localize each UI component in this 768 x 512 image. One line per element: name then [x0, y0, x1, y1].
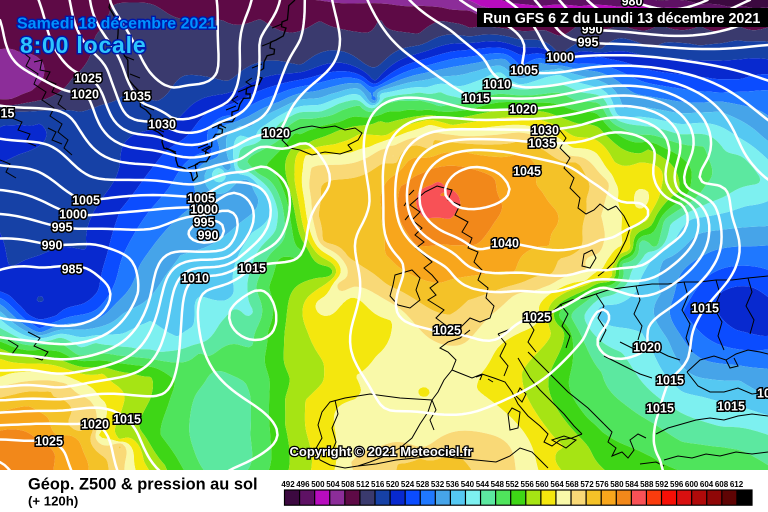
svg-text:1010: 1010: [483, 78, 511, 92]
svg-text:512: 512: [356, 480, 370, 489]
svg-text:Copyright © 2021 Meteociel.fr: Copyright © 2021 Meteociel.fr: [290, 444, 473, 459]
svg-text:1015: 1015: [691, 302, 719, 316]
svg-text:1015: 1015: [656, 374, 684, 388]
svg-text:552: 552: [506, 480, 520, 489]
svg-text:1015: 1015: [717, 400, 745, 414]
svg-text:504: 504: [326, 480, 340, 489]
svg-text:1040: 1040: [491, 237, 519, 251]
svg-text:1000: 1000: [59, 208, 87, 222]
svg-text:1015: 1015: [113, 413, 141, 427]
svg-text:1045: 1045: [513, 165, 541, 179]
svg-text:596: 596: [670, 480, 684, 489]
svg-text:536: 536: [446, 480, 460, 489]
svg-text:492: 492: [281, 480, 295, 489]
svg-text:612: 612: [730, 480, 744, 489]
svg-text:508: 508: [341, 480, 355, 489]
svg-text:1020: 1020: [81, 418, 109, 432]
svg-text:572: 572: [580, 480, 594, 489]
svg-text:548: 548: [491, 480, 505, 489]
svg-text:1030: 1030: [148, 118, 176, 132]
svg-text:1000: 1000: [546, 51, 574, 65]
svg-text:1025: 1025: [523, 311, 551, 325]
svg-text:995: 995: [194, 216, 215, 230]
svg-text:592: 592: [655, 480, 669, 489]
svg-text:1025: 1025: [74, 72, 102, 86]
svg-text:990: 990: [42, 239, 63, 253]
svg-text:990: 990: [198, 229, 219, 243]
svg-text:015: 015: [0, 107, 14, 121]
svg-text:1030: 1030: [531, 124, 559, 138]
svg-text:608: 608: [715, 480, 729, 489]
svg-text:1020: 1020: [509, 103, 537, 117]
svg-text:544: 544: [476, 480, 490, 489]
svg-text:1035: 1035: [123, 90, 151, 104]
svg-text:1025: 1025: [433, 324, 461, 338]
svg-text:580: 580: [610, 480, 624, 489]
svg-text:Samedi 18 décembre 2021: Samedi 18 décembre 2021: [17, 16, 216, 33]
svg-text:8:00 locale: 8:00 locale: [20, 32, 146, 58]
svg-text:516: 516: [371, 480, 385, 489]
svg-text:980: 980: [622, 0, 643, 9]
svg-text:500: 500: [311, 480, 325, 489]
svg-text:1020: 1020: [633, 341, 661, 355]
svg-text:1000: 1000: [190, 203, 218, 217]
svg-text:540: 540: [461, 480, 475, 489]
svg-text:532: 532: [431, 480, 445, 489]
svg-text:556: 556: [521, 480, 535, 489]
svg-text:1015: 1015: [238, 262, 266, 276]
svg-text:Géop. Z500 & pression au sol: Géop. Z500 & pression au sol: [28, 476, 258, 494]
svg-text:1010: 1010: [181, 272, 209, 286]
svg-text:584: 584: [625, 480, 639, 489]
svg-text:560: 560: [535, 480, 549, 489]
svg-text:568: 568: [565, 480, 579, 489]
svg-text:588: 588: [640, 480, 654, 489]
svg-text:995: 995: [578, 36, 599, 50]
svg-text:1035: 1035: [528, 137, 556, 151]
svg-text:576: 576: [595, 480, 609, 489]
svg-text:10: 10: [757, 387, 768, 401]
svg-text:600: 600: [685, 480, 699, 489]
svg-text:1015: 1015: [646, 402, 674, 416]
svg-text:1025: 1025: [35, 435, 63, 449]
svg-text:1005: 1005: [187, 192, 215, 206]
svg-text:Run GFS 6 Z du Lundi 13 décemb: Run GFS 6 Z du Lundi 13 décembre 2021: [483, 11, 760, 27]
svg-text:496: 496: [296, 480, 310, 489]
svg-text:1020: 1020: [71, 88, 99, 102]
svg-text:995: 995: [52, 221, 73, 235]
svg-text:(+ 120h): (+ 120h): [28, 494, 78, 509]
svg-text:1005: 1005: [72, 194, 100, 208]
svg-text:604: 604: [700, 480, 714, 489]
svg-text:1015: 1015: [462, 92, 490, 106]
svg-text:528: 528: [416, 480, 430, 489]
svg-text:520: 520: [386, 480, 400, 489]
svg-text:524: 524: [401, 480, 415, 489]
svg-text:564: 564: [550, 480, 564, 489]
svg-text:1005: 1005: [510, 64, 538, 78]
svg-text:985: 985: [62, 263, 83, 277]
svg-text:1020: 1020: [262, 127, 290, 141]
